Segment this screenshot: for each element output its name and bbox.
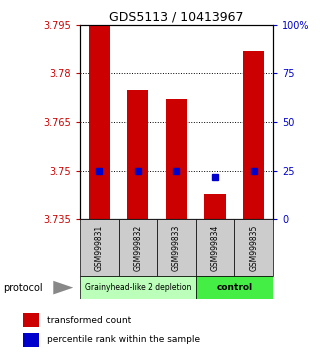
Bar <box>127 90 149 219</box>
Text: percentile rank within the sample: percentile rank within the sample <box>47 336 200 344</box>
Bar <box>119 219 157 276</box>
Bar <box>23 333 39 347</box>
Text: control: control <box>216 283 252 292</box>
Bar <box>204 194 226 219</box>
Text: protocol: protocol <box>3 282 43 293</box>
Polygon shape <box>53 281 73 295</box>
Bar <box>243 51 264 219</box>
Bar <box>80 276 196 299</box>
Bar <box>157 219 196 276</box>
Text: Grainyhead-like 2 depletion: Grainyhead-like 2 depletion <box>85 283 191 292</box>
Title: GDS5113 / 10413967: GDS5113 / 10413967 <box>109 11 244 24</box>
Text: GSM999833: GSM999833 <box>172 224 181 271</box>
Bar <box>23 314 39 327</box>
Text: GSM999834: GSM999834 <box>210 224 220 271</box>
Text: GSM999835: GSM999835 <box>249 224 258 271</box>
Text: GSM999831: GSM999831 <box>95 225 104 271</box>
Bar <box>80 219 119 276</box>
Text: GSM999832: GSM999832 <box>133 225 143 271</box>
Bar <box>196 219 234 276</box>
Bar <box>166 99 187 219</box>
Bar <box>234 219 273 276</box>
Text: transformed count: transformed count <box>47 316 131 325</box>
Bar <box>89 25 110 219</box>
Bar <box>196 276 273 299</box>
